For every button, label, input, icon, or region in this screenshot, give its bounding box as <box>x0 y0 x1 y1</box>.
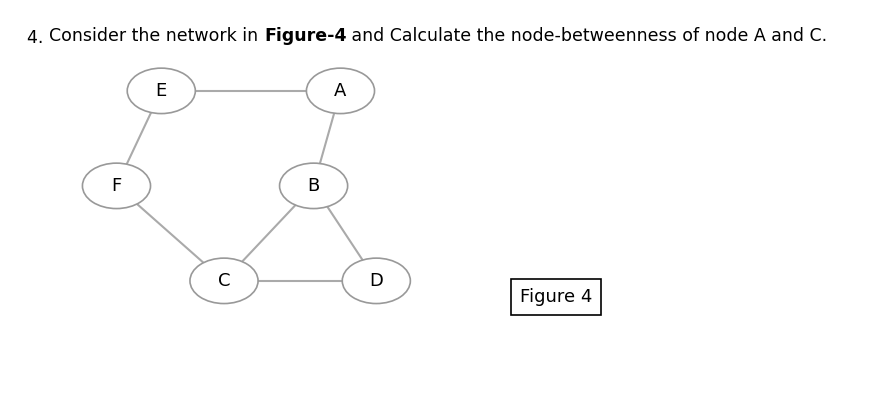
Text: Consider the network in: Consider the network in <box>49 27 264 45</box>
Text: C: C <box>218 272 230 290</box>
Ellipse shape <box>190 258 258 304</box>
Ellipse shape <box>280 163 348 209</box>
Text: D: D <box>369 272 383 290</box>
Text: Figure 4: Figure 4 <box>520 288 592 306</box>
Text: 4.: 4. <box>27 29 55 47</box>
Ellipse shape <box>342 258 410 304</box>
Text: E: E <box>156 82 167 100</box>
Text: F: F <box>111 177 122 195</box>
Ellipse shape <box>306 68 375 114</box>
Text: Figure-4: Figure-4 <box>264 27 347 45</box>
Ellipse shape <box>82 163 151 209</box>
Text: A: A <box>334 82 347 100</box>
Text: B: B <box>307 177 320 195</box>
Text: and Calculate the node-betweenness of node A and C.: and Calculate the node-betweenness of no… <box>347 27 828 45</box>
Ellipse shape <box>127 68 195 114</box>
